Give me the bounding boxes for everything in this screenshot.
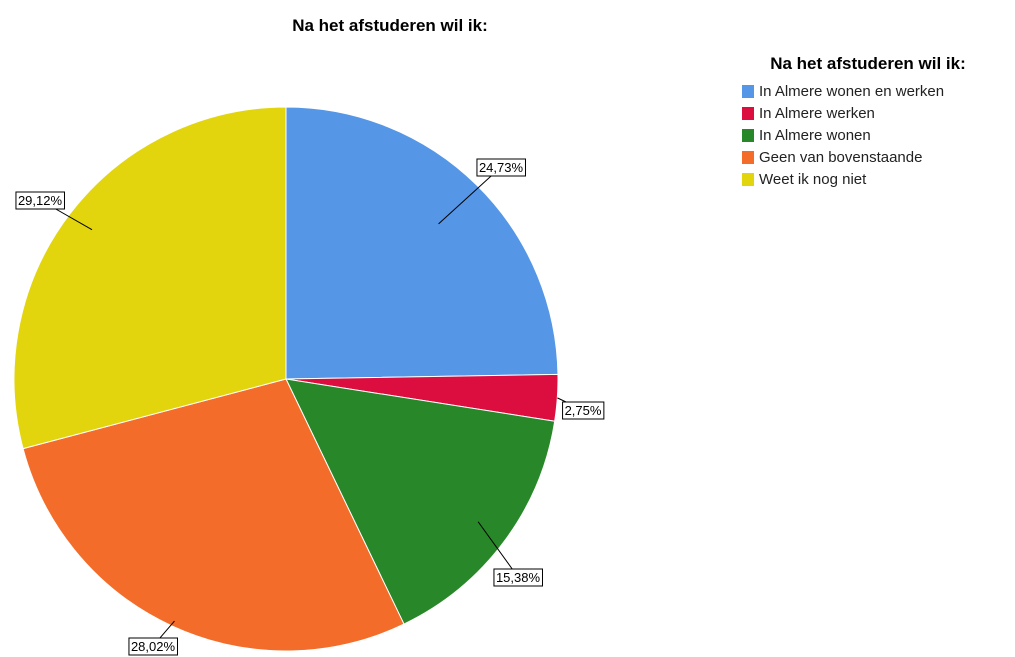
legend-title: Na het afstuderen wil ik: (770, 54, 966, 73)
data-label-1: 24,73% (476, 158, 526, 177)
leader-line-3 (477, 521, 519, 578)
legend-swatch (742, 172, 754, 186)
data-label-box (476, 158, 526, 177)
legend-label: Geen van bovenstaande (759, 148, 923, 166)
pie-slice-4 (22, 378, 405, 652)
pie-slice-5 (13, 106, 287, 450)
data-label-text: 15,38% (496, 570, 541, 585)
data-label-text: 28,02% (131, 639, 176, 654)
legend: Na het afstuderen wil ik: In Almere wone… (738, 55, 1013, 190)
data-label-3: 15,38% (493, 568, 543, 587)
legend-swatch (742, 84, 754, 98)
data-label-4: 28,02% (128, 637, 178, 656)
legend-item: In Almere wonen (742, 124, 1013, 146)
data-label-box (15, 191, 65, 210)
pie-slice-1 (285, 106, 559, 380)
legend-swatch (742, 106, 754, 120)
legend-label: In Almere werken (759, 104, 875, 122)
legend-label: In Almere wonen en werken (759, 82, 945, 100)
legend-item: In Almere werken (742, 102, 1013, 124)
data-label-2: 2,75% (562, 401, 605, 420)
legend-label: In Almere wonen (759, 126, 871, 144)
data-label-box (128, 637, 178, 656)
legend-item: Weet ik nog niet (742, 168, 1013, 190)
legend-item: Geen van bovenstaande (742, 146, 1013, 168)
legend-swatch (742, 128, 754, 142)
data-label-text: 2,75% (565, 403, 602, 418)
legend-label: Weet ik nog niet (759, 170, 867, 188)
chart-title: Na het afstuderen wil ik: (292, 16, 488, 35)
data-label-5: 29,12% (15, 191, 65, 210)
legend-item: In Almere wonen en werken (742, 80, 1013, 102)
legend-swatch (742, 150, 754, 164)
pie-slice-3 (285, 378, 556, 625)
data-label-text: 24,73% (479, 160, 524, 175)
data-label-box (562, 401, 605, 420)
data-label-box (493, 568, 543, 587)
data-label-text: 29,12% (18, 193, 63, 208)
